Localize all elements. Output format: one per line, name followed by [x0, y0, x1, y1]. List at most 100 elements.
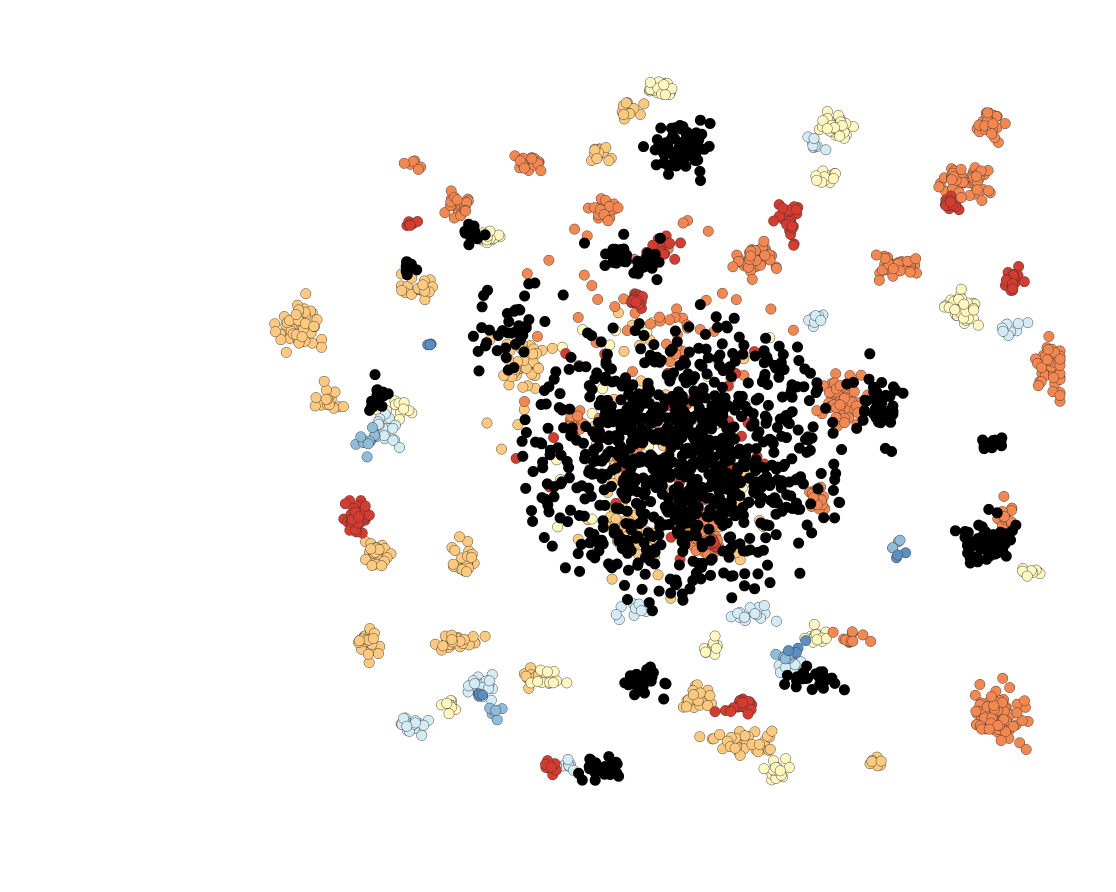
scatter-point-black — [669, 486, 681, 498]
scatter-point-red — [404, 219, 416, 231]
scatter-point-black — [676, 432, 688, 444]
scatter-point-black — [721, 322, 733, 334]
scatter-point-light-orange — [376, 560, 388, 572]
scatter-point-black — [539, 315, 551, 327]
scatter-point-black — [636, 437, 648, 449]
scatter-point-orange — [999, 118, 1011, 130]
scatter-point-orange — [412, 163, 424, 175]
scatter-point-black — [463, 239, 475, 251]
scatter-point-black — [635, 506, 647, 518]
scatter-point-black — [542, 422, 554, 434]
scatter-point-light-blue — [469, 678, 481, 690]
scatter-point-black — [665, 587, 677, 599]
scatter-point-light-orange — [365, 543, 377, 555]
scatter-point-black — [692, 519, 704, 531]
scatter-point-light-orange — [446, 634, 458, 645]
scatter-point-black — [717, 474, 729, 486]
scatter-point-black — [610, 462, 622, 474]
scatter-point-black — [745, 420, 757, 432]
scatter-point-black — [629, 472, 641, 484]
scatter-point-black — [794, 567, 806, 579]
scatter-point-black — [763, 519, 775, 531]
scatter-point-black — [520, 426, 532, 438]
scatter-point-pale-yellow — [561, 677, 573, 689]
scatter-point-black — [669, 132, 681, 144]
scatter-point-black — [695, 392, 707, 404]
scatter-point-black — [666, 390, 678, 402]
scatter-point-black — [653, 529, 665, 541]
scatter-point-light-blue — [610, 609, 622, 621]
scatter-point-orange — [834, 399, 846, 411]
scatter-point-orange — [677, 217, 689, 229]
scatter-point-mid-blue — [361, 451, 373, 463]
scatter-point-orange — [716, 287, 728, 299]
scatter-point-black — [616, 454, 628, 466]
point-layer — [269, 76, 1066, 786]
scatter-point-orange — [535, 165, 547, 177]
scatter-point-black — [537, 456, 549, 468]
scatter-point-orange — [983, 723, 995, 735]
scatter-point-black — [667, 411, 679, 423]
scatter-point-black — [768, 359, 780, 371]
scatter-point-light-orange — [454, 531, 465, 543]
scatter-point-black — [997, 543, 1009, 555]
scatter-point-black — [781, 489, 793, 501]
scatter-point-orange — [572, 311, 584, 323]
scatter-point-black — [635, 451, 647, 463]
scatter-point-light-blue — [749, 608, 761, 620]
scatter-point-red — [788, 239, 800, 251]
scatter-point-red — [768, 215, 780, 227]
scatter-point-black — [575, 538, 587, 550]
scatter-point-black — [758, 371, 770, 383]
scatter-point-pale-yellow — [659, 89, 671, 101]
scatter-point-black — [476, 301, 488, 313]
scatter-point-black — [681, 127, 693, 139]
scatter-point-pale-yellow — [774, 765, 786, 777]
scatter-point-black — [624, 518, 636, 530]
scatter-point-black — [523, 278, 535, 290]
scatter-point-orange — [873, 274, 885, 286]
scatter-point-orange — [846, 626, 858, 638]
scatter-point-black — [632, 557, 644, 569]
scatter-point-black — [554, 388, 566, 400]
scatter-point-black — [792, 424, 804, 436]
scatter-point-black — [647, 401, 659, 413]
scatter-point-black — [517, 329, 529, 341]
scatter-point-light-orange — [739, 730, 751, 742]
scatter-point-orange — [727, 261, 739, 273]
scatter-point-light-orange — [280, 346, 292, 358]
scatter-point-black — [816, 677, 828, 689]
scatter-point-black — [621, 593, 633, 605]
scatter-point-black — [620, 423, 632, 435]
scatter-point-black — [897, 387, 909, 399]
scatter-point-pale-yellow — [828, 173, 839, 185]
scatter-point-light-orange — [496, 443, 507, 455]
scatter-point-light-orange — [652, 569, 664, 581]
scatter-point-black — [986, 442, 998, 454]
scatter-point-black — [369, 369, 381, 381]
scatter-point-light-orange — [460, 566, 472, 578]
scatter-point-black — [591, 536, 603, 548]
scatter-point-orange — [1007, 721, 1019, 732]
scatter-point-black — [728, 312, 740, 324]
scatter-point-light-orange — [866, 755, 878, 767]
scatter-point-black — [629, 689, 641, 701]
scatter-point-orange — [1019, 695, 1030, 707]
scatter-point-black — [669, 325, 681, 337]
scatter-point-light-blue — [820, 144, 832, 156]
scatter-point-black — [734, 477, 746, 489]
scatter-point-black — [744, 532, 756, 544]
scatter-point-black — [962, 526, 974, 538]
scatter-point-black — [656, 475, 668, 487]
scatter-point-black — [750, 462, 762, 474]
scatter-point-orange — [1004, 682, 1016, 694]
scatter-point-black — [801, 519, 813, 531]
scatter-point-black — [833, 496, 845, 508]
scatter-point-red — [786, 220, 798, 232]
scatter-point-black — [795, 471, 807, 483]
scatter-point-black — [620, 255, 632, 267]
scatter-point-black — [773, 340, 785, 352]
scatter-point-light-orange — [337, 401, 349, 413]
scatter-point-black — [676, 536, 688, 548]
scatter-point-black — [636, 583, 648, 595]
